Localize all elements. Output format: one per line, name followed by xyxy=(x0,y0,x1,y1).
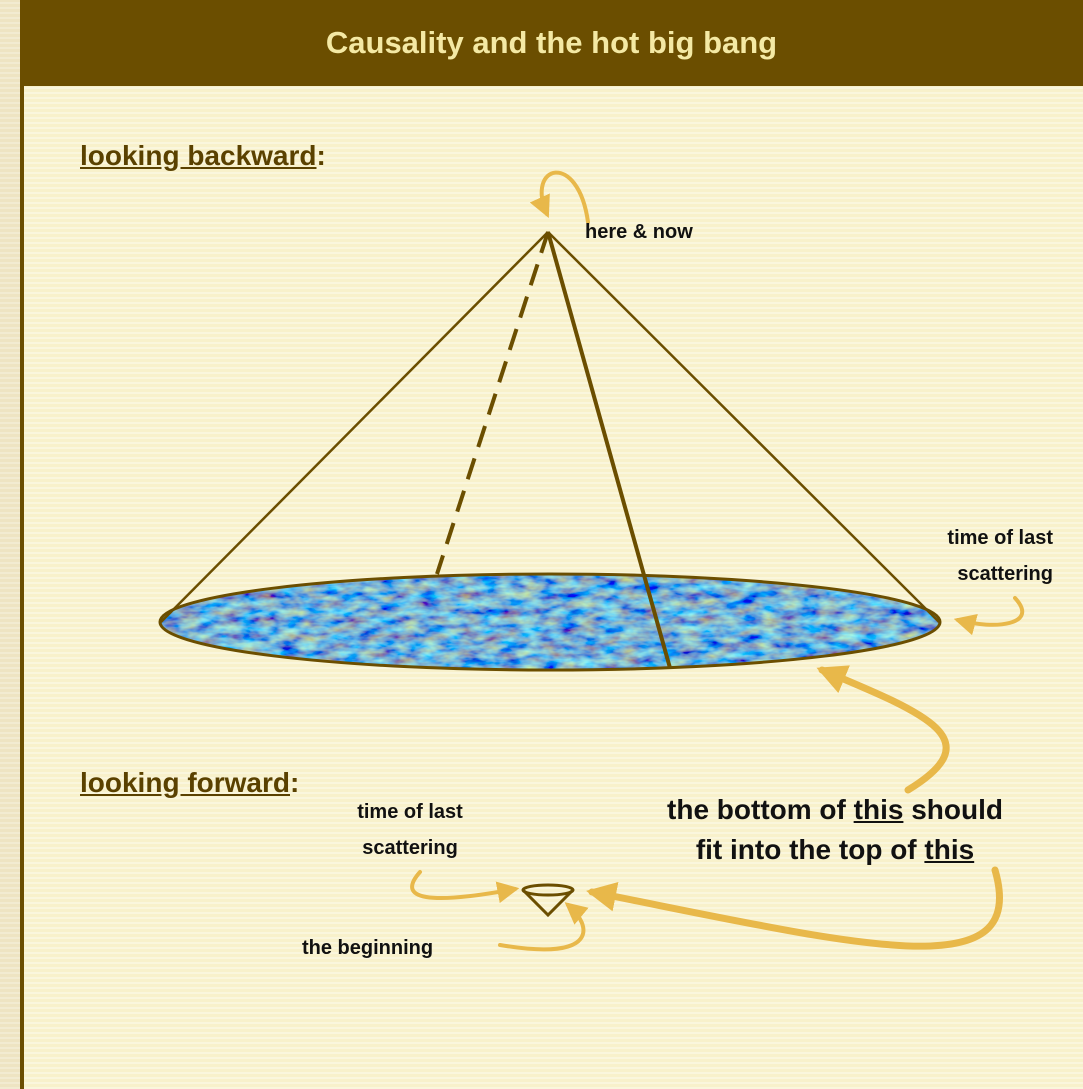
label-line: time of last xyxy=(947,520,1053,556)
callout-line: fit into the top of this xyxy=(620,830,1050,870)
callout-line: the bottom of this should xyxy=(620,790,1050,830)
callout-part: this xyxy=(924,834,974,865)
callout-part: fit into the top of xyxy=(696,834,925,865)
heading-text: looking forward xyxy=(80,767,290,798)
small-cone xyxy=(523,885,573,915)
heading-text: looking backward xyxy=(80,140,317,171)
heading-colon: : xyxy=(317,140,326,171)
slide: Causality and the hot big bang xyxy=(0,0,1083,1089)
label-line: scattering xyxy=(947,556,1053,592)
callout-part: this xyxy=(854,794,904,825)
heading: looking forward: xyxy=(80,767,299,799)
heading: looking backward: xyxy=(80,140,326,172)
label-line: time of last xyxy=(310,794,510,830)
label: the beginning xyxy=(302,930,433,966)
label-line: scattering xyxy=(310,830,510,866)
label: here & now xyxy=(585,214,693,250)
last-scattering-surface xyxy=(160,574,940,670)
callout-part: the bottom of xyxy=(667,794,854,825)
callout-part: should xyxy=(903,794,1003,825)
heading-colon: : xyxy=(290,767,299,798)
